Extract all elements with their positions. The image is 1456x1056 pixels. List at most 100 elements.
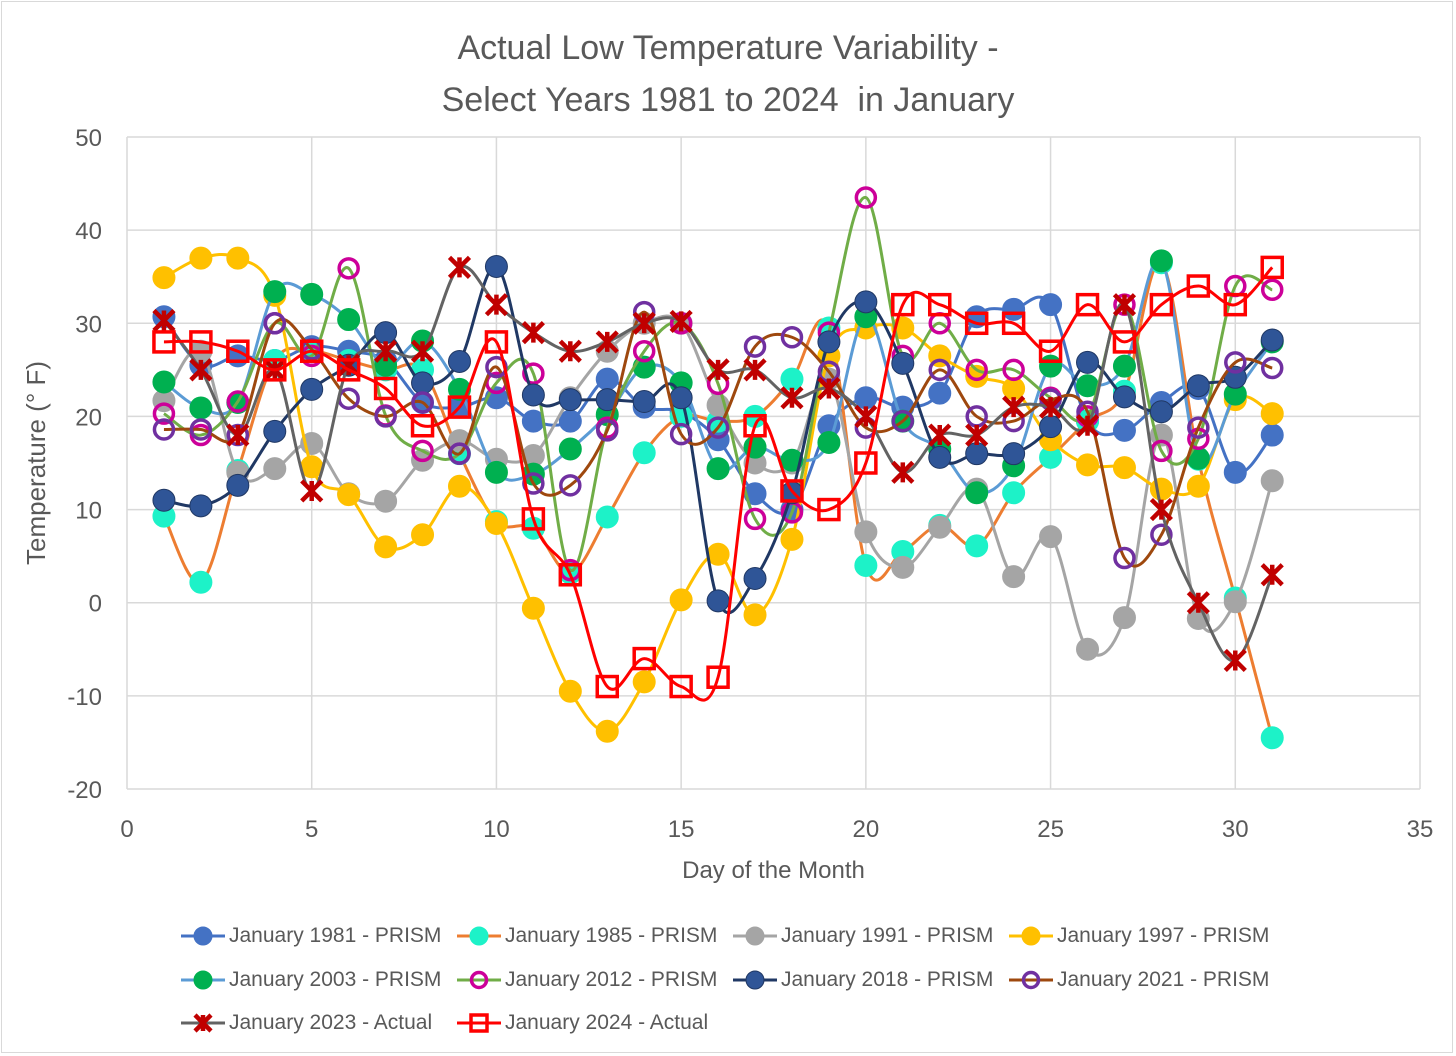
data-point <box>817 330 841 354</box>
legend-label: January 2024 - Actual <box>505 1011 709 1034</box>
data-point <box>226 246 250 270</box>
data-point <box>152 370 176 394</box>
data-point <box>447 255 472 279</box>
data-point <box>1260 356 1284 380</box>
data-point <box>891 292 915 317</box>
data-point <box>706 589 730 613</box>
legend-marker <box>745 970 765 990</box>
data-point <box>374 535 398 559</box>
legend-label: January 1981 - PRISM <box>229 924 442 947</box>
data-point <box>595 367 619 391</box>
data-point <box>189 570 213 594</box>
data-point <box>1187 416 1210 439</box>
data-point <box>817 497 841 522</box>
data-point <box>964 311 989 336</box>
legend-swatch-icon <box>733 926 777 946</box>
data-point <box>669 422 693 446</box>
data-point <box>1149 497 1173 522</box>
data-point <box>189 418 213 441</box>
data-point <box>1002 395 1026 419</box>
data-point <box>263 358 287 382</box>
x-tick-label: 35 <box>1407 816 1434 843</box>
data-point <box>1039 354 1063 378</box>
series-line <box>163 310 1273 568</box>
data-point <box>374 321 398 345</box>
data-point <box>1260 328 1284 352</box>
legend-label: January 2012 - PRISM <box>505 968 718 991</box>
data-point <box>1186 374 1210 398</box>
legend-swatch-icon <box>1009 970 1053 990</box>
data-point <box>854 386 878 410</box>
data-point <box>780 326 804 349</box>
data-point <box>743 566 767 590</box>
legend-item: January 1997 - PRISM <box>1009 923 1269 949</box>
x-tick-label: 10 <box>483 816 510 843</box>
data-point <box>1186 591 1210 615</box>
legend-item: January 2021 - PRISM <box>1009 967 1269 993</box>
data-point <box>1186 474 1210 498</box>
data-point <box>595 388 619 412</box>
y-tick-label: 40 <box>75 218 102 245</box>
data-point <box>1260 278 1284 302</box>
data-point <box>152 266 176 290</box>
data-point <box>1112 330 1137 354</box>
data-point <box>1002 481 1026 505</box>
data-point <box>263 312 287 335</box>
data-point <box>558 409 582 433</box>
data-point <box>484 512 508 536</box>
data-point <box>1002 442 1026 466</box>
x-tick-label: 15 <box>668 816 695 843</box>
legend-swatch-icon <box>181 926 225 946</box>
data-point <box>1039 415 1063 439</box>
data-point <box>1260 255 1284 280</box>
data-point <box>1260 563 1284 587</box>
data-point <box>1039 525 1063 549</box>
legend-item: January 2018 - PRISM <box>733 967 993 993</box>
data-point <box>1075 414 1100 438</box>
legend-label: January 1985 - PRISM <box>505 924 718 947</box>
data-point <box>411 523 435 547</box>
data-point <box>965 358 988 382</box>
data-point <box>559 474 582 497</box>
legend-label: January 2018 - PRISM <box>781 968 994 991</box>
data-point <box>189 358 213 382</box>
data-point <box>448 442 471 465</box>
data-point <box>669 386 693 410</box>
data-point <box>1223 292 1248 317</box>
data-point <box>558 563 583 587</box>
data-point <box>595 719 619 743</box>
data-point <box>595 674 620 699</box>
data-point <box>1039 293 1063 317</box>
data-point <box>300 377 324 401</box>
data-point <box>1038 339 1063 363</box>
data-point <box>263 419 287 443</box>
legend-label: January 2003 - PRISM <box>229 968 442 991</box>
data-point <box>1112 606 1136 630</box>
data-point <box>706 665 730 689</box>
data-point <box>817 376 841 401</box>
data-point <box>965 534 989 558</box>
data-point <box>706 457 730 481</box>
data-point <box>1223 590 1247 614</box>
data-point <box>226 390 250 413</box>
data-point <box>891 460 915 484</box>
data-point <box>743 335 767 358</box>
data-point <box>743 507 767 531</box>
data-point <box>854 553 878 577</box>
data-point <box>189 330 213 354</box>
legend-swatch-icon <box>457 926 501 946</box>
data-point <box>522 362 545 385</box>
legend-marker <box>193 970 213 990</box>
data-point <box>300 479 324 503</box>
data-point <box>706 358 730 382</box>
data-point <box>1002 358 1025 382</box>
data-point <box>1038 395 1063 419</box>
data-point <box>521 383 545 407</box>
legend-label: January 1997 - PRISM <box>1057 924 1270 947</box>
data-point <box>226 339 250 363</box>
data-point <box>854 520 878 544</box>
data-point <box>521 596 545 620</box>
data-point <box>336 358 361 382</box>
y-tick-label: 20 <box>75 404 102 431</box>
